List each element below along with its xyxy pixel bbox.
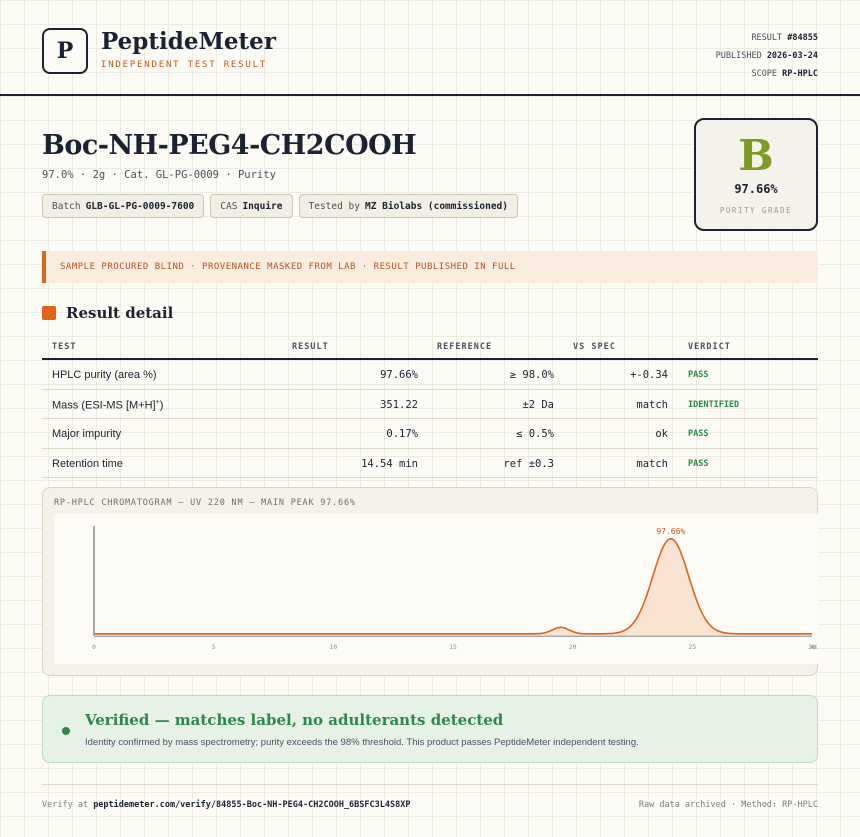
result-meta: RESULT #84855 PUBLISHED 2026-03-24 SCOPE… bbox=[716, 29, 818, 83]
verified-description: Identity confirmed by mass spectrometry;… bbox=[85, 737, 639, 748]
x-tick-label: 20 bbox=[569, 643, 577, 651]
x-tick-label: 25 bbox=[688, 643, 696, 651]
purity-grade-card: B 97.66% PURITY GRADE bbox=[694, 118, 818, 231]
result-table: TEST RESULT REFERENCE VS SPEC VERDICT HP… bbox=[42, 337, 818, 478]
col-verdict: VERDICT bbox=[688, 342, 731, 352]
col-vs-spec: VS SPEC bbox=[573, 342, 616, 352]
section-title: Result detail bbox=[66, 304, 174, 322]
verified-title: Verified — matches label, no adulterants… bbox=[85, 711, 504, 729]
cell-test: Retention time bbox=[52, 457, 123, 470]
col-reference: REFERENCE bbox=[437, 342, 493, 352]
col-test: TEST bbox=[52, 342, 77, 352]
chromatogram-card: RP-HPLC CHROMATOGRAM — UV 220 NM — MAIN … bbox=[42, 487, 822, 676]
cell-result: 0.17% bbox=[386, 428, 418, 440]
meta-result: RESULT #84855 bbox=[751, 33, 818, 43]
batch-chip: Batch GLB-GL-PG-0009-7600 bbox=[42, 194, 205, 218]
cell-reference: ref ±0.3 bbox=[503, 457, 554, 470]
table-row: Major impurity 0.17% ≤ 0.5% ok PASS bbox=[42, 419, 818, 449]
grade-label: PURITY GRADE bbox=[719, 206, 793, 215]
grade-value: 97.66% bbox=[734, 182, 778, 196]
verify-url-link[interactable]: peptidemeter.com/verify/84855-Boc-NH-PEG… bbox=[93, 800, 411, 810]
chromatogram-chart: 0 5 10 15 20 25 30min 97.66% bbox=[92, 526, 822, 651]
series-line bbox=[94, 537, 812, 635]
cell-result: 97.66% bbox=[380, 369, 418, 381]
product-chips: Batch GLB-GL-PG-0009-7600 CAS Inquire Test… bbox=[42, 194, 518, 218]
cell-verdict: IDENTIFIED bbox=[688, 399, 740, 410]
table-row: Retention time 14.54 min ref ±0.3 match … bbox=[42, 449, 818, 478]
x-tick-label: 15 bbox=[449, 643, 457, 651]
cell-test: Mass (ESI-MS [M+H]+) bbox=[52, 398, 164, 412]
product-subtitle: 97.0% · 2g · Cat. GL-PG-0009 · Purity bbox=[42, 169, 276, 181]
table-row: HPLC purity (area %) 97.66% ≥ 98.0% +-0.… bbox=[42, 360, 818, 390]
cell-result: 14.54 min bbox=[361, 457, 418, 470]
x-tick-label: 5 bbox=[212, 643, 216, 651]
x-tick-label: 10 bbox=[329, 643, 337, 651]
section-header: Result detail bbox=[42, 304, 173, 322]
cell-verdict: PASS bbox=[688, 429, 709, 439]
cell-test: Major impurity bbox=[52, 428, 122, 440]
x-tick-label: 30 bbox=[808, 643, 816, 651]
brand-tagline: INDEPENDENT TEST RESULT bbox=[101, 60, 268, 70]
meta-published: PUBLISHED 2026-03-24 bbox=[715, 51, 818, 61]
meta-scope: SCOPE RP-HPLC bbox=[751, 69, 818, 79]
cell-vs-spec: +-0.34 bbox=[630, 369, 668, 381]
cell-reference: ±2 Da bbox=[522, 398, 554, 411]
cell-verdict: PASS bbox=[688, 458, 709, 469]
brand-name: PeptideMeter bbox=[101, 28, 276, 55]
peak-area bbox=[94, 538, 812, 636]
cell-reference: ≤ 0.5% bbox=[516, 428, 554, 440]
logo-icon: P bbox=[42, 28, 88, 74]
table-header: TEST RESULT REFERENCE VS SPEC VERDICT bbox=[42, 337, 818, 360]
chart-area: 0 5 10 15 20 25 30min 97.66% bbox=[54, 514, 822, 664]
cell-result: 351.22 bbox=[380, 398, 418, 411]
peak-label: 97.66% bbox=[656, 527, 685, 536]
tested-by-chip: Tested by MZ Biolabs (commissioned) bbox=[298, 194, 518, 218]
cas-chip: CAS Inquire bbox=[210, 194, 293, 218]
product-title: Boc-NH-PEG4-CH2COOH bbox=[42, 130, 417, 161]
footer-right: Raw data archived · Method: RP-HPLC bbox=[638, 800, 818, 810]
chart-title: RP-HPLC CHROMATOGRAM — UV 220 NM — MAIN … bbox=[54, 498, 356, 508]
procurement-notice: SAMPLE PROCURED BLIND · PROVENANCE MASKE… bbox=[42, 251, 818, 283]
verify-link-line: Verify at peptidemeter.com/verify/84855-… bbox=[42, 800, 411, 810]
section-marker-icon bbox=[42, 306, 56, 320]
cell-test: HPLC purity (area %) bbox=[52, 369, 157, 381]
verified-dot-icon bbox=[62, 727, 70, 735]
verified-banner: Verified — matches label, no adulterants… bbox=[42, 695, 818, 763]
x-tick-label: 0 bbox=[92, 643, 96, 651]
cell-vs-spec: match bbox=[636, 457, 668, 470]
cell-vs-spec: match bbox=[636, 398, 668, 411]
col-result: RESULT bbox=[292, 342, 329, 352]
grade-letter: B bbox=[738, 131, 774, 180]
cell-reference: ≥ 98.0% bbox=[509, 369, 554, 381]
header: P PeptideMeter INDEPENDENT TEST RESULT R… bbox=[0, 0, 860, 96]
footer: Verify at peptidemeter.com/verify/84855-… bbox=[42, 784, 818, 810]
x-tick-label: min bbox=[810, 643, 818, 651]
cell-verdict: PASS bbox=[688, 370, 709, 380]
table-row: Mass (ESI-MS [M+H]+) 351.22 ±2 Da match … bbox=[42, 390, 818, 419]
cell-vs-spec: ok bbox=[655, 428, 668, 440]
